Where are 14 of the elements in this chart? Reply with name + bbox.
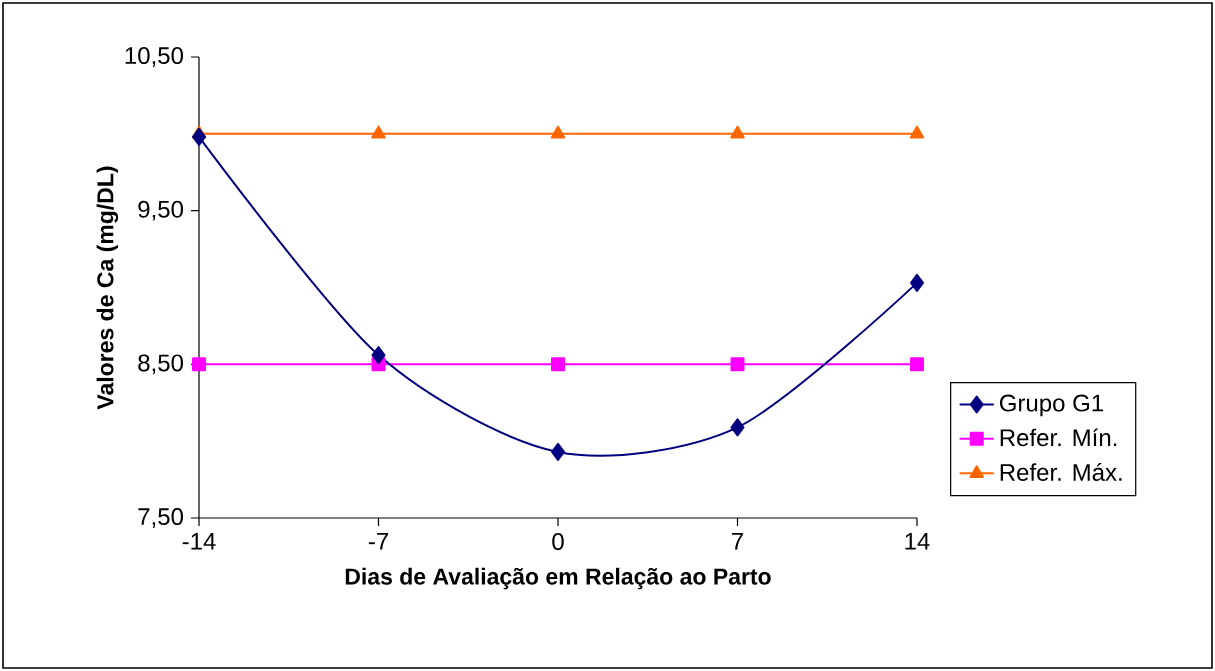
- x-tick-label: 14: [905, 533, 930, 550]
- x-tick-label: 7: [732, 533, 743, 550]
- y-tick-label: 7,50: [138, 508, 184, 528]
- y-tick-label: 8,50: [138, 354, 184, 375]
- x-tick-label: -14: [182, 533, 216, 550]
- y-axis-title: Valores de Ca (mg/DL): [96, 166, 119, 410]
- x-tick-label: -7: [368, 533, 388, 550]
- legend-label: Refer. Máx.: [1000, 463, 1122, 481]
- x-tick-label: 0: [552, 533, 564, 551]
- y-tick-label: 9,50: [138, 200, 184, 221]
- legend-label: Grupo G1: [999, 394, 1103, 417]
- x-axis-title: Dias de Avaliação em Relação ao Parto: [345, 567, 771, 590]
- legend-label: Refer. Mín.: [1000, 428, 1117, 447]
- y-tick-label: 10,50: [125, 47, 183, 67]
